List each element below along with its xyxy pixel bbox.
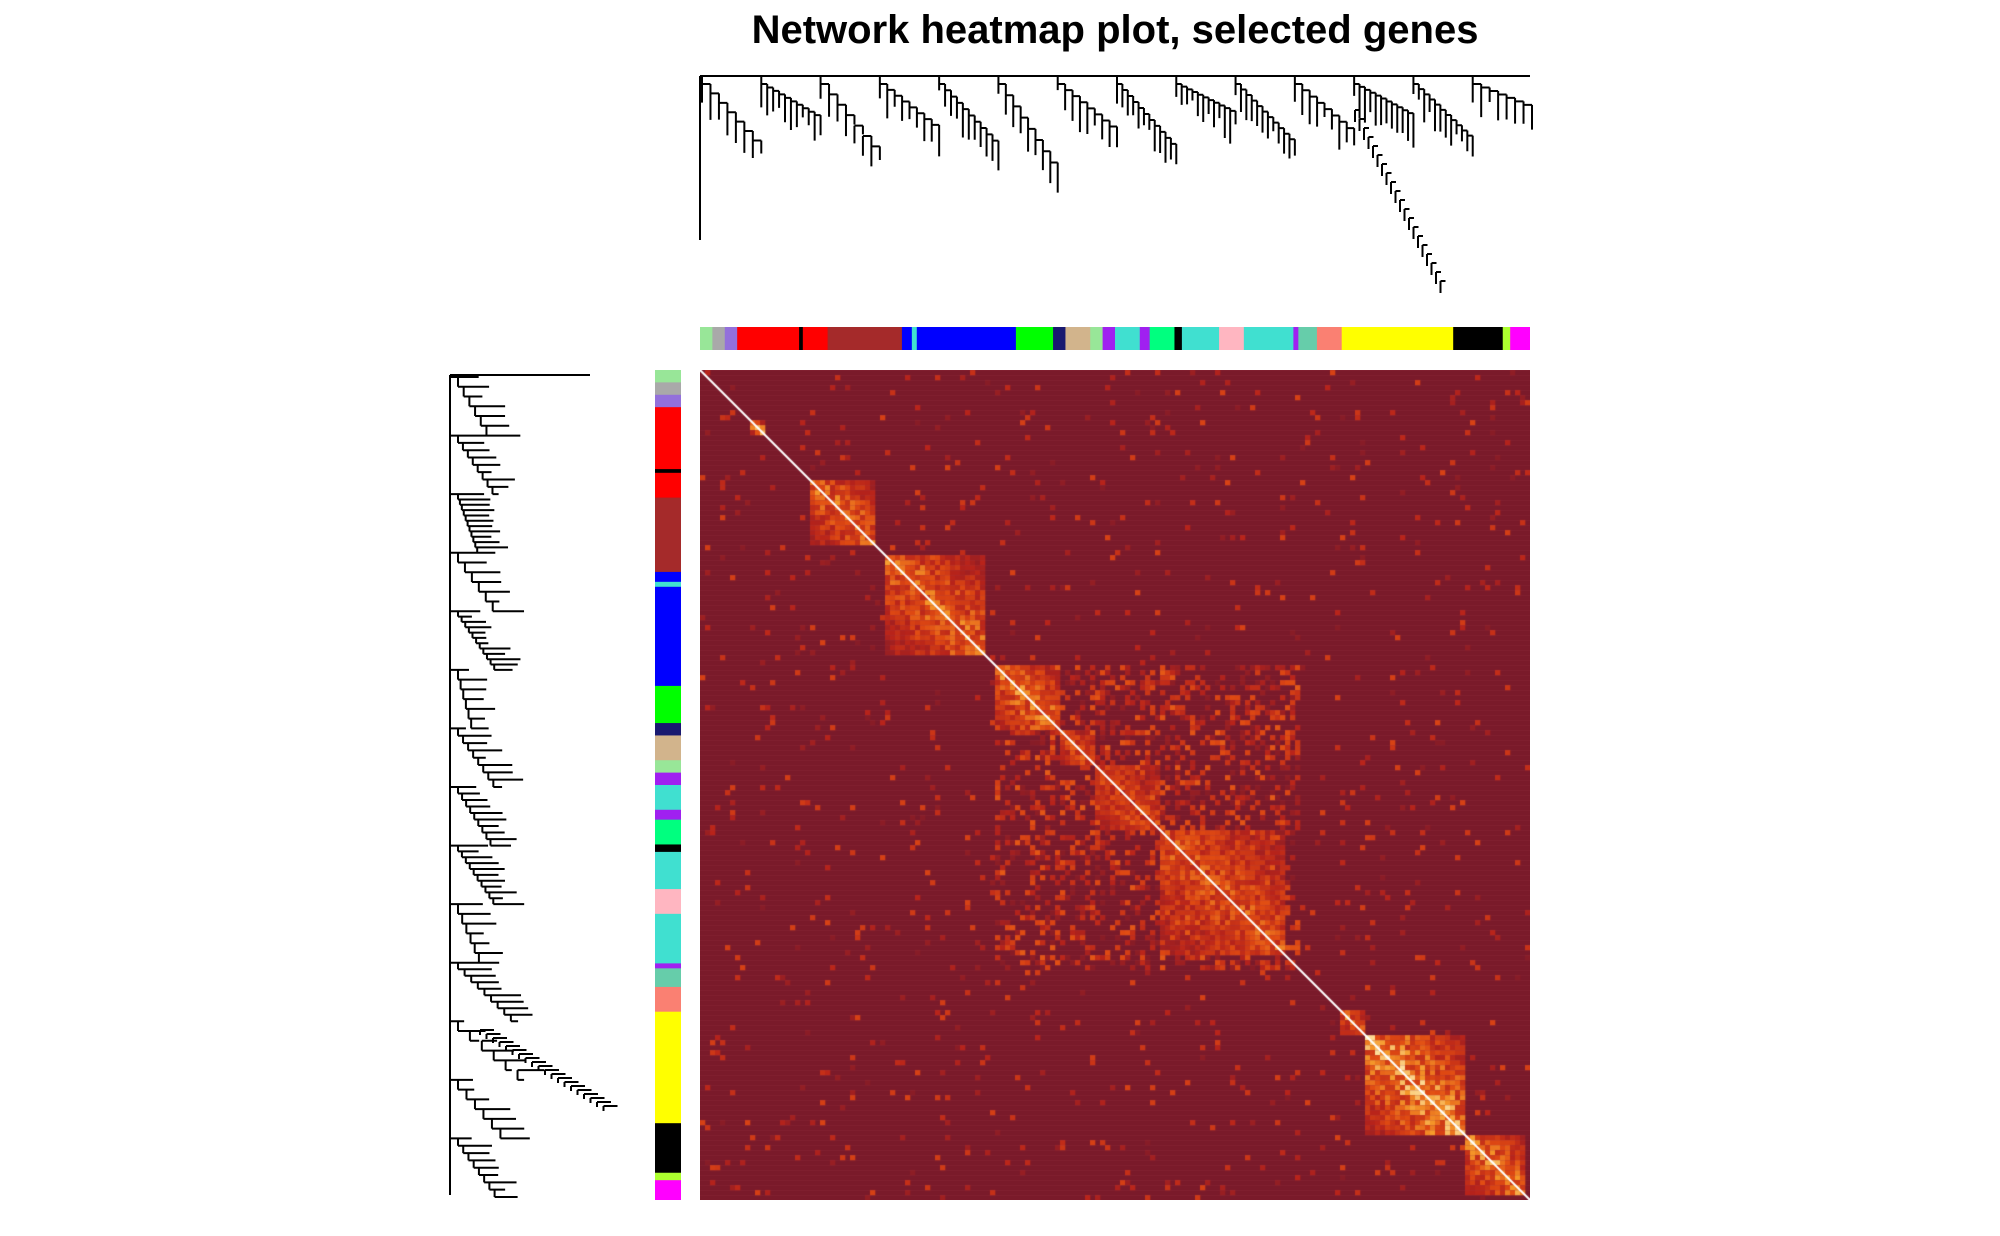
- top-module-color-bar: [700, 327, 1530, 350]
- top-module-segment: [1510, 327, 1530, 350]
- top-module-segment: [737, 327, 800, 350]
- left-module-segment: [655, 1011, 681, 1124]
- top-module-segment: [1149, 327, 1175, 350]
- left-module-segment: [655, 723, 681, 736]
- left-module-segment: [655, 472, 681, 499]
- left-module-segment: [655, 581, 681, 588]
- left-module-segment: [655, 772, 681, 786]
- left-module-segment: [655, 571, 681, 583]
- top-module-segment: [712, 327, 726, 350]
- top-module-segment: [724, 327, 738, 350]
- left-module-segment: [655, 586, 681, 687]
- top-dendrogram: [699, 75, 1533, 293]
- top-module-segment: [1139, 327, 1151, 350]
- left-module-segment: [655, 844, 681, 853]
- left-module-segment: [655, 760, 681, 774]
- left-module-segment: [655, 851, 681, 890]
- top-dendrogram-branches: [699, 75, 1533, 293]
- top-module-segment: [1341, 327, 1454, 350]
- top-module-segment: [1053, 327, 1066, 350]
- chart-title: Network heatmap plot, selected genes: [751, 8, 1479, 52]
- left-module-segment: [655, 968, 681, 988]
- top-module-segment: [1065, 327, 1091, 350]
- top-module-segment: [1293, 327, 1299, 350]
- left-module-segment: [655, 382, 681, 396]
- left-module-segment: [655, 809, 681, 821]
- left-module-segment: [655, 497, 681, 573]
- top-module-segment: [1453, 327, 1504, 350]
- left-module-color-bar: [655, 370, 681, 1200]
- left-module-segment: [655, 1172, 681, 1181]
- top-module-segment: [827, 327, 903, 350]
- top-module-segment: [1174, 327, 1183, 350]
- left-module-segment: [655, 785, 681, 811]
- left-module-segment: [655, 735, 681, 761]
- top-module-segment: [901, 327, 913, 350]
- top-module-segment: [1015, 327, 1054, 350]
- top-module-segment: [1316, 327, 1343, 350]
- top-module-segment: [916, 327, 1017, 350]
- left-module-segment: [655, 889, 681, 915]
- left-module-segment: [655, 370, 681, 383]
- left-module-segment: [655, 407, 681, 470]
- left-module-segment: [655, 394, 681, 408]
- top-module-segment: [911, 327, 918, 350]
- left-module-segment: [655, 819, 681, 845]
- top-module-segment: [799, 327, 804, 350]
- top-module-segment: [1102, 327, 1116, 350]
- top-module-segment: [1181, 327, 1220, 350]
- top-module-segment: [1298, 327, 1318, 350]
- top-module-segment: [802, 327, 829, 350]
- top-module-segment: [1090, 327, 1104, 350]
- left-module-segment: [655, 986, 681, 1013]
- left-dendrogram: [449, 374, 618, 1198]
- left-module-segment: [655, 685, 681, 724]
- top-module-segment: [1115, 327, 1141, 350]
- left-module-segment: [655, 913, 681, 964]
- left-module-segment: [655, 1123, 681, 1174]
- left-module-segment: [655, 1180, 681, 1200]
- left-module-segment: [655, 963, 681, 969]
- top-module-segment: [1243, 327, 1294, 350]
- left-module-segment: [655, 469, 681, 474]
- left-dendrogram-branches: [449, 374, 618, 1198]
- top-module-segment: [1219, 327, 1245, 350]
- top-module-segment: [700, 327, 713, 350]
- heatmap-matrix: [700, 370, 1530, 1200]
- top-module-segment: [1502, 327, 1511, 350]
